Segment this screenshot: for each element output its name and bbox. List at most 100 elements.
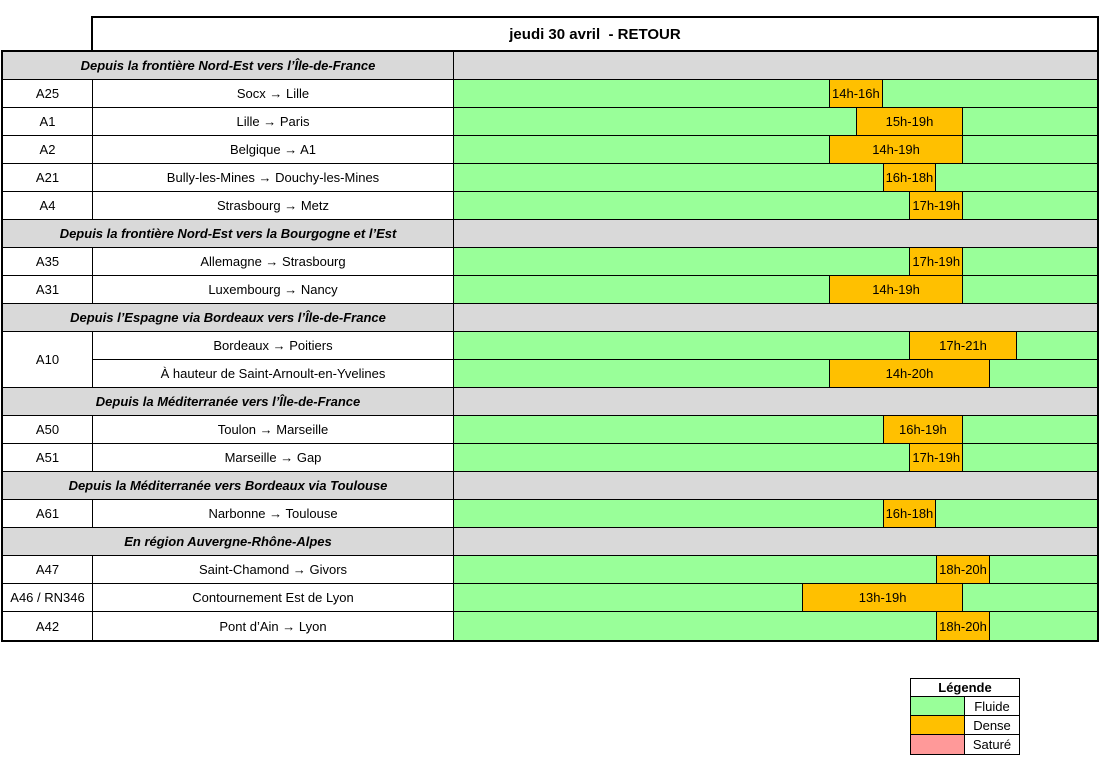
traffic-segment-dense: 13h-19h xyxy=(802,584,964,611)
route-label: Socx → Lille xyxy=(93,80,454,107)
road-label: A50 xyxy=(3,416,93,443)
section-title: Depuis l’Espagne via Bordeaux vers l’Île… xyxy=(3,304,454,331)
road-label: A46 / RN346 xyxy=(3,584,93,611)
traffic-segment-dense: 15h-19h xyxy=(855,108,964,135)
table-row: A46 / RN346 Contournement Est de Lyon 13h-… xyxy=(3,584,1097,612)
traffic-segment-dense: 14h-19h xyxy=(829,276,964,303)
table-row: A61 Narbonne → Toulouse 16h-18h xyxy=(3,500,1097,528)
legend-body: Fluide Dense Saturé xyxy=(911,697,1019,754)
legend-color-swatch xyxy=(911,716,965,734)
table-row: A25 Socx → Lille 14h-16h xyxy=(3,80,1097,108)
section-fill xyxy=(454,472,1097,499)
route-label: Belgique → A1 xyxy=(93,136,454,163)
route-label: Saint-Chamond → Givors xyxy=(93,556,454,583)
route-label: Pont d’Ain → Lyon xyxy=(93,612,454,640)
timeline-cell: 18h-20h xyxy=(454,612,1097,640)
section-title: Depuis la frontière Nord-Est vers l’Île-… xyxy=(3,52,454,79)
table-row: À hauteur de Saint-Arnoult-en-Yvelines 14… xyxy=(93,359,1097,387)
table-row: A1 Lille → Paris 15h-19h xyxy=(3,108,1097,136)
row-group-right: Bordeaux → Poitiers 17h-21h À hauteur de S… xyxy=(93,332,1097,387)
timeline-cell: 14h-19h xyxy=(454,276,1097,303)
section-fill xyxy=(454,304,1097,331)
traffic-segment-dense: 14h-20h xyxy=(829,359,990,387)
road-label: A1 xyxy=(3,108,93,135)
legend: Légende Fluide Dense Saturé xyxy=(910,678,1020,755)
traffic-segment-dense: 18h-20h xyxy=(936,612,990,640)
road-label: A31 xyxy=(3,276,93,303)
traffic-segment-dense: 16h-18h xyxy=(882,164,937,191)
road-label: A10 xyxy=(3,332,93,387)
timeline-cell: 14h-20h xyxy=(454,359,1097,387)
traffic-forecast-table: Depuis la frontière Nord-Est vers l’Île-… xyxy=(1,50,1099,642)
section-header-row: Depuis la frontière Nord-Est vers la Bou… xyxy=(3,220,1097,248)
road-label: A42 xyxy=(3,612,93,640)
road-label: A47 xyxy=(3,556,93,583)
route-label: Strasbourg → Metz xyxy=(93,192,454,219)
route-label: À hauteur de Saint-Arnoult-en-Yvelines xyxy=(93,359,454,387)
legend-item: Dense xyxy=(911,716,1019,735)
route-label: Bully-les-Mines → Douchy-les-Mines xyxy=(93,164,454,191)
timeline-cell: 18h-20h xyxy=(454,556,1097,583)
section-title: Depuis la Méditerranée vers l’Île-de-Fra… xyxy=(3,388,454,415)
traffic-segment-dense: 17h-21h xyxy=(909,332,1017,359)
road-label: A2 xyxy=(3,136,93,163)
road-label: A4 xyxy=(3,192,93,219)
section-title: En région Auvergne-Rhône-Alpes xyxy=(3,528,454,555)
table-row: A2 Belgique → A1 14h-19h xyxy=(3,136,1097,164)
table-row: A50 Toulon → Marseille 16h-19h xyxy=(3,416,1097,444)
table-row: Bordeaux → Poitiers 17h-21h xyxy=(93,332,1097,360)
route-label: Lille → Paris xyxy=(93,108,454,135)
table-row: A42 Pont d’Ain → Lyon 18h-20h xyxy=(3,612,1097,640)
traffic-segment-dense: 16h-19h xyxy=(882,416,964,443)
section-header-row: Depuis la Méditerranée vers Bordeaux via… xyxy=(3,472,1097,500)
route-label: Bordeaux → Poitiers xyxy=(93,332,454,359)
route-label: Toulon → Marseille xyxy=(93,416,454,443)
legend-title: Légende xyxy=(911,679,1019,697)
section-fill xyxy=(454,52,1097,79)
timeline-cell: 17h-19h xyxy=(454,192,1097,219)
section-title: Depuis la Méditerranée vers Bordeaux via… xyxy=(3,472,454,499)
route-label: Contournement Est de Lyon xyxy=(93,584,454,611)
section-header-row: Depuis l’Espagne via Bordeaux vers l’Île… xyxy=(3,304,1097,332)
section-header-row: Depuis la Méditerranée vers l’Île-de-Fra… xyxy=(3,388,1097,416)
table-row: A51 Marseille → Gap 17h-19h xyxy=(3,444,1097,472)
timeline-cell: 14h-19h xyxy=(454,136,1097,163)
table-row: A47 Saint-Chamond → Givors 18h-20h xyxy=(3,556,1097,584)
legend-color-swatch xyxy=(911,735,965,754)
section-title: Depuis la frontière Nord-Est vers la Bou… xyxy=(3,220,454,247)
timeline-cell: 17h-19h xyxy=(454,444,1097,471)
legend-item-label: Fluide xyxy=(974,698,1010,714)
timeline-cell: 15h-19h xyxy=(454,108,1097,135)
legend-color-swatch xyxy=(911,697,965,715)
route-label: Narbonne → Toulouse xyxy=(93,500,454,527)
traffic-segment-dense: 14h-19h xyxy=(829,136,964,163)
page-title: jeudi 30 avril - RETOUR xyxy=(91,16,1099,51)
route-label: Marseille → Gap xyxy=(93,444,454,471)
timeline-cell: 16h-18h xyxy=(454,500,1097,527)
legend-item-label: Dense xyxy=(973,717,1011,733)
table-row: A21 Bully-les-Mines → Douchy-les-Mines 16h… xyxy=(3,164,1097,192)
legend-item: Saturé xyxy=(911,735,1019,754)
timeline-cell: 17h-19h xyxy=(454,248,1097,275)
section-fill xyxy=(454,528,1097,555)
section-fill xyxy=(454,220,1097,247)
traffic-segment-dense: 17h-19h xyxy=(909,444,964,471)
legend-item-label: Saturé xyxy=(972,737,1012,752)
table-row-group: A10 Bordeaux → Poitiers 17h-21h À hauteur d… xyxy=(3,332,1097,388)
timeline-cell: 13h-19h xyxy=(454,584,1097,611)
section-header-row: Depuis la frontière Nord-Est vers l’Île-… xyxy=(3,52,1097,80)
table-row: A35 Allemagne → Strasbourg 17h-19h xyxy=(3,248,1097,276)
timeline-cell: 16h-18h xyxy=(454,164,1097,191)
traffic-segment-dense: 17h-19h xyxy=(909,192,964,219)
traffic-segment-dense: 17h-19h xyxy=(909,248,964,275)
road-label: A61 xyxy=(3,500,93,527)
road-label: A51 xyxy=(3,444,93,471)
table-row: A31 Luxembourg → Nancy 14h-19h xyxy=(3,276,1097,304)
section-fill xyxy=(454,388,1097,415)
road-label: A21 xyxy=(3,164,93,191)
route-label: Allemagne → Strasbourg xyxy=(93,248,454,275)
road-label: A25 xyxy=(3,80,93,107)
traffic-segment-dense: 16h-18h xyxy=(882,500,937,527)
section-header-row: En région Auvergne-Rhône-Alpes xyxy=(3,528,1097,556)
